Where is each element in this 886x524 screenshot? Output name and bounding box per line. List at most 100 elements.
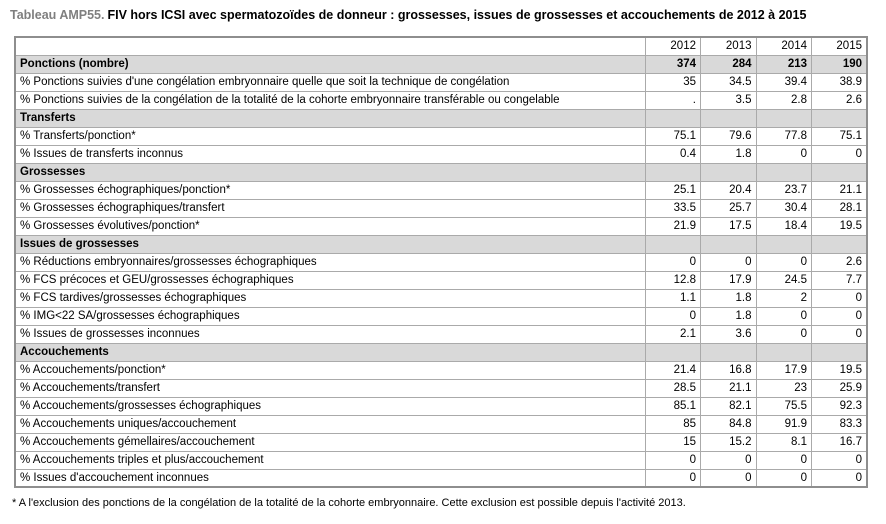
cell-value: 12.8 (644, 270, 701, 290)
section-row: Grossesses (14, 162, 868, 182)
cell-value: 190 (811, 54, 868, 74)
row-label: % Grossesses évolutives/ponction* (14, 216, 646, 236)
table-row: % Issues de grossesses inconnues 2.1 3.6 0 0 (14, 324, 868, 344)
cell-value: 25.7 (700, 198, 757, 218)
table-row: % Transferts/ponction* 75.1 79.6 77.8 75.1 (14, 126, 868, 146)
table-row: % Accouchements uniques/accouchement 85 84… (14, 414, 868, 434)
cell-value: 2.1 (644, 324, 701, 344)
cell-value: 0 (811, 450, 868, 470)
cell-value: 0 (755, 144, 812, 164)
cell-value: 374 (644, 54, 701, 74)
cell-value: 28.1 (811, 198, 868, 218)
table-row: % FCS tardives/grossesses échographiques… (14, 288, 868, 308)
row-label: Ponctions (nombre) (14, 54, 646, 74)
row-label: % Accouchements/grossesses échographique… (14, 396, 646, 416)
table-row: % Issues de transferts inconnus 0.4 1.8 0 0 (14, 144, 868, 164)
table-row: % Accouchements/grossesses échographique… (14, 396, 868, 416)
cell-value: 7.7 (811, 270, 868, 290)
cell-value: 34.5 (700, 72, 757, 92)
row-label: % Accouchements/transfert (14, 378, 646, 398)
cell-value: 3.5 (700, 90, 757, 110)
cell-value: 8.1 (755, 432, 812, 452)
cell-value: 17.9 (755, 360, 812, 380)
cell-value: 0 (755, 306, 812, 326)
cell-value (811, 234, 868, 254)
cell-value: 15.2 (700, 432, 757, 452)
cell-value: 75.1 (811, 126, 868, 146)
cell-value: 38.9 (811, 72, 868, 92)
row-label: % IMG<22 SA/grossesses échographiques (14, 306, 646, 326)
cell-value (644, 234, 701, 254)
cell-value: 0 (811, 288, 868, 308)
table-row: % Ponctions suivies d'une congélation em… (14, 72, 868, 92)
section-row: Ponctions (nombre) 374 284 213 190 (14, 54, 868, 74)
cell-value (644, 108, 701, 128)
cell-value: 2.6 (811, 90, 868, 110)
cell-value: 0 (700, 468, 757, 488)
footnote: * A l'exclusion des ponctions de la cong… (12, 497, 686, 509)
cell-value: 84.8 (700, 414, 757, 434)
cell-value: 1.8 (700, 288, 757, 308)
cell-value: 0 (644, 468, 701, 488)
cell-value (755, 234, 812, 254)
row-label: % Accouchements gémellaires/accouchement (14, 432, 646, 452)
row-label: Transferts (14, 108, 646, 128)
cell-value: 0 (811, 306, 868, 326)
row-label: % Ponctions suivies de la congélation de… (14, 90, 646, 110)
cell-value: 75.1 (644, 126, 701, 146)
cell-value: 18.4 (755, 216, 812, 236)
cell-value: 2 (755, 288, 812, 308)
year-header-row: 2012 2013 2014 2015 (14, 36, 868, 56)
cell-value: 21.9 (644, 216, 701, 236)
cell-value: 28.5 (644, 378, 701, 398)
cell-value: 16.8 (700, 360, 757, 380)
cell-value: 33.5 (644, 198, 701, 218)
cell-value: . (644, 90, 701, 110)
cell-value: 0 (811, 324, 868, 344)
cell-value: 0 (755, 324, 812, 344)
cell-value: 3.6 (700, 324, 757, 344)
cell-value: 0 (755, 468, 812, 488)
table-row: % Issues d'accouchement inconnues 0 0 0 0 (14, 468, 868, 488)
cell-value: 85 (644, 414, 701, 434)
row-label: % Issues de transferts inconnus (14, 144, 646, 164)
section-row: Accouchements (14, 342, 868, 362)
table-row: % Grossesses échographiques/transfert 33.… (14, 198, 868, 218)
table-number-label: Tableau AMP55. (10, 8, 105, 22)
row-label: % Accouchements uniques/accouchement (14, 414, 646, 434)
cell-value: 0 (811, 144, 868, 164)
cell-value: 20.4 (700, 180, 757, 200)
row-label: % Accouchements/ponction* (14, 360, 646, 380)
cell-value: 17.5 (700, 216, 757, 236)
cell-value (700, 234, 757, 254)
cell-value: 1.8 (700, 306, 757, 326)
row-label: Accouchements (14, 342, 646, 362)
cell-value: 92.3 (811, 396, 868, 416)
table-title-text: FIV hors ICSI avec spermatozoïdes de don… (107, 8, 807, 22)
cell-value: 75.5 (755, 396, 812, 416)
cell-value: 24.5 (755, 270, 812, 290)
row-label: Grossesses (14, 162, 646, 182)
cell-value: 85.1 (644, 396, 701, 416)
cell-value: 0 (811, 468, 868, 488)
table-row: % Réductions embryonnaires/grossesses éc… (14, 252, 868, 272)
cell-value: 35 (644, 72, 701, 92)
data-table: 2012 2013 2014 2015 Ponctions (nombre) 374 28… (14, 36, 868, 488)
cell-value: 23 (755, 378, 812, 398)
cell-value: 1.1 (644, 288, 701, 308)
cell-value: 82.1 (700, 396, 757, 416)
cell-value: 17.9 (700, 270, 757, 290)
year-header: 2015 (811, 36, 868, 56)
table-row: % IMG<22 SA/grossesses échographiques 0 1.… (14, 306, 868, 326)
cell-value: 39.4 (755, 72, 812, 92)
cell-value: 19.5 (811, 360, 868, 380)
cell-value: 0 (644, 306, 701, 326)
cell-value: 23.7 (755, 180, 812, 200)
year-header: 2014 (755, 36, 812, 56)
table-row: % Accouchements/ponction* 21.4 16.8 17.9 19.… (14, 360, 868, 380)
cell-value (700, 162, 757, 182)
cell-value: 16.7 (811, 432, 868, 452)
year-header: 2012 (644, 36, 701, 56)
row-label: % FCS tardives/grossesses échographiques (14, 288, 646, 308)
cell-value: 0 (700, 252, 757, 272)
